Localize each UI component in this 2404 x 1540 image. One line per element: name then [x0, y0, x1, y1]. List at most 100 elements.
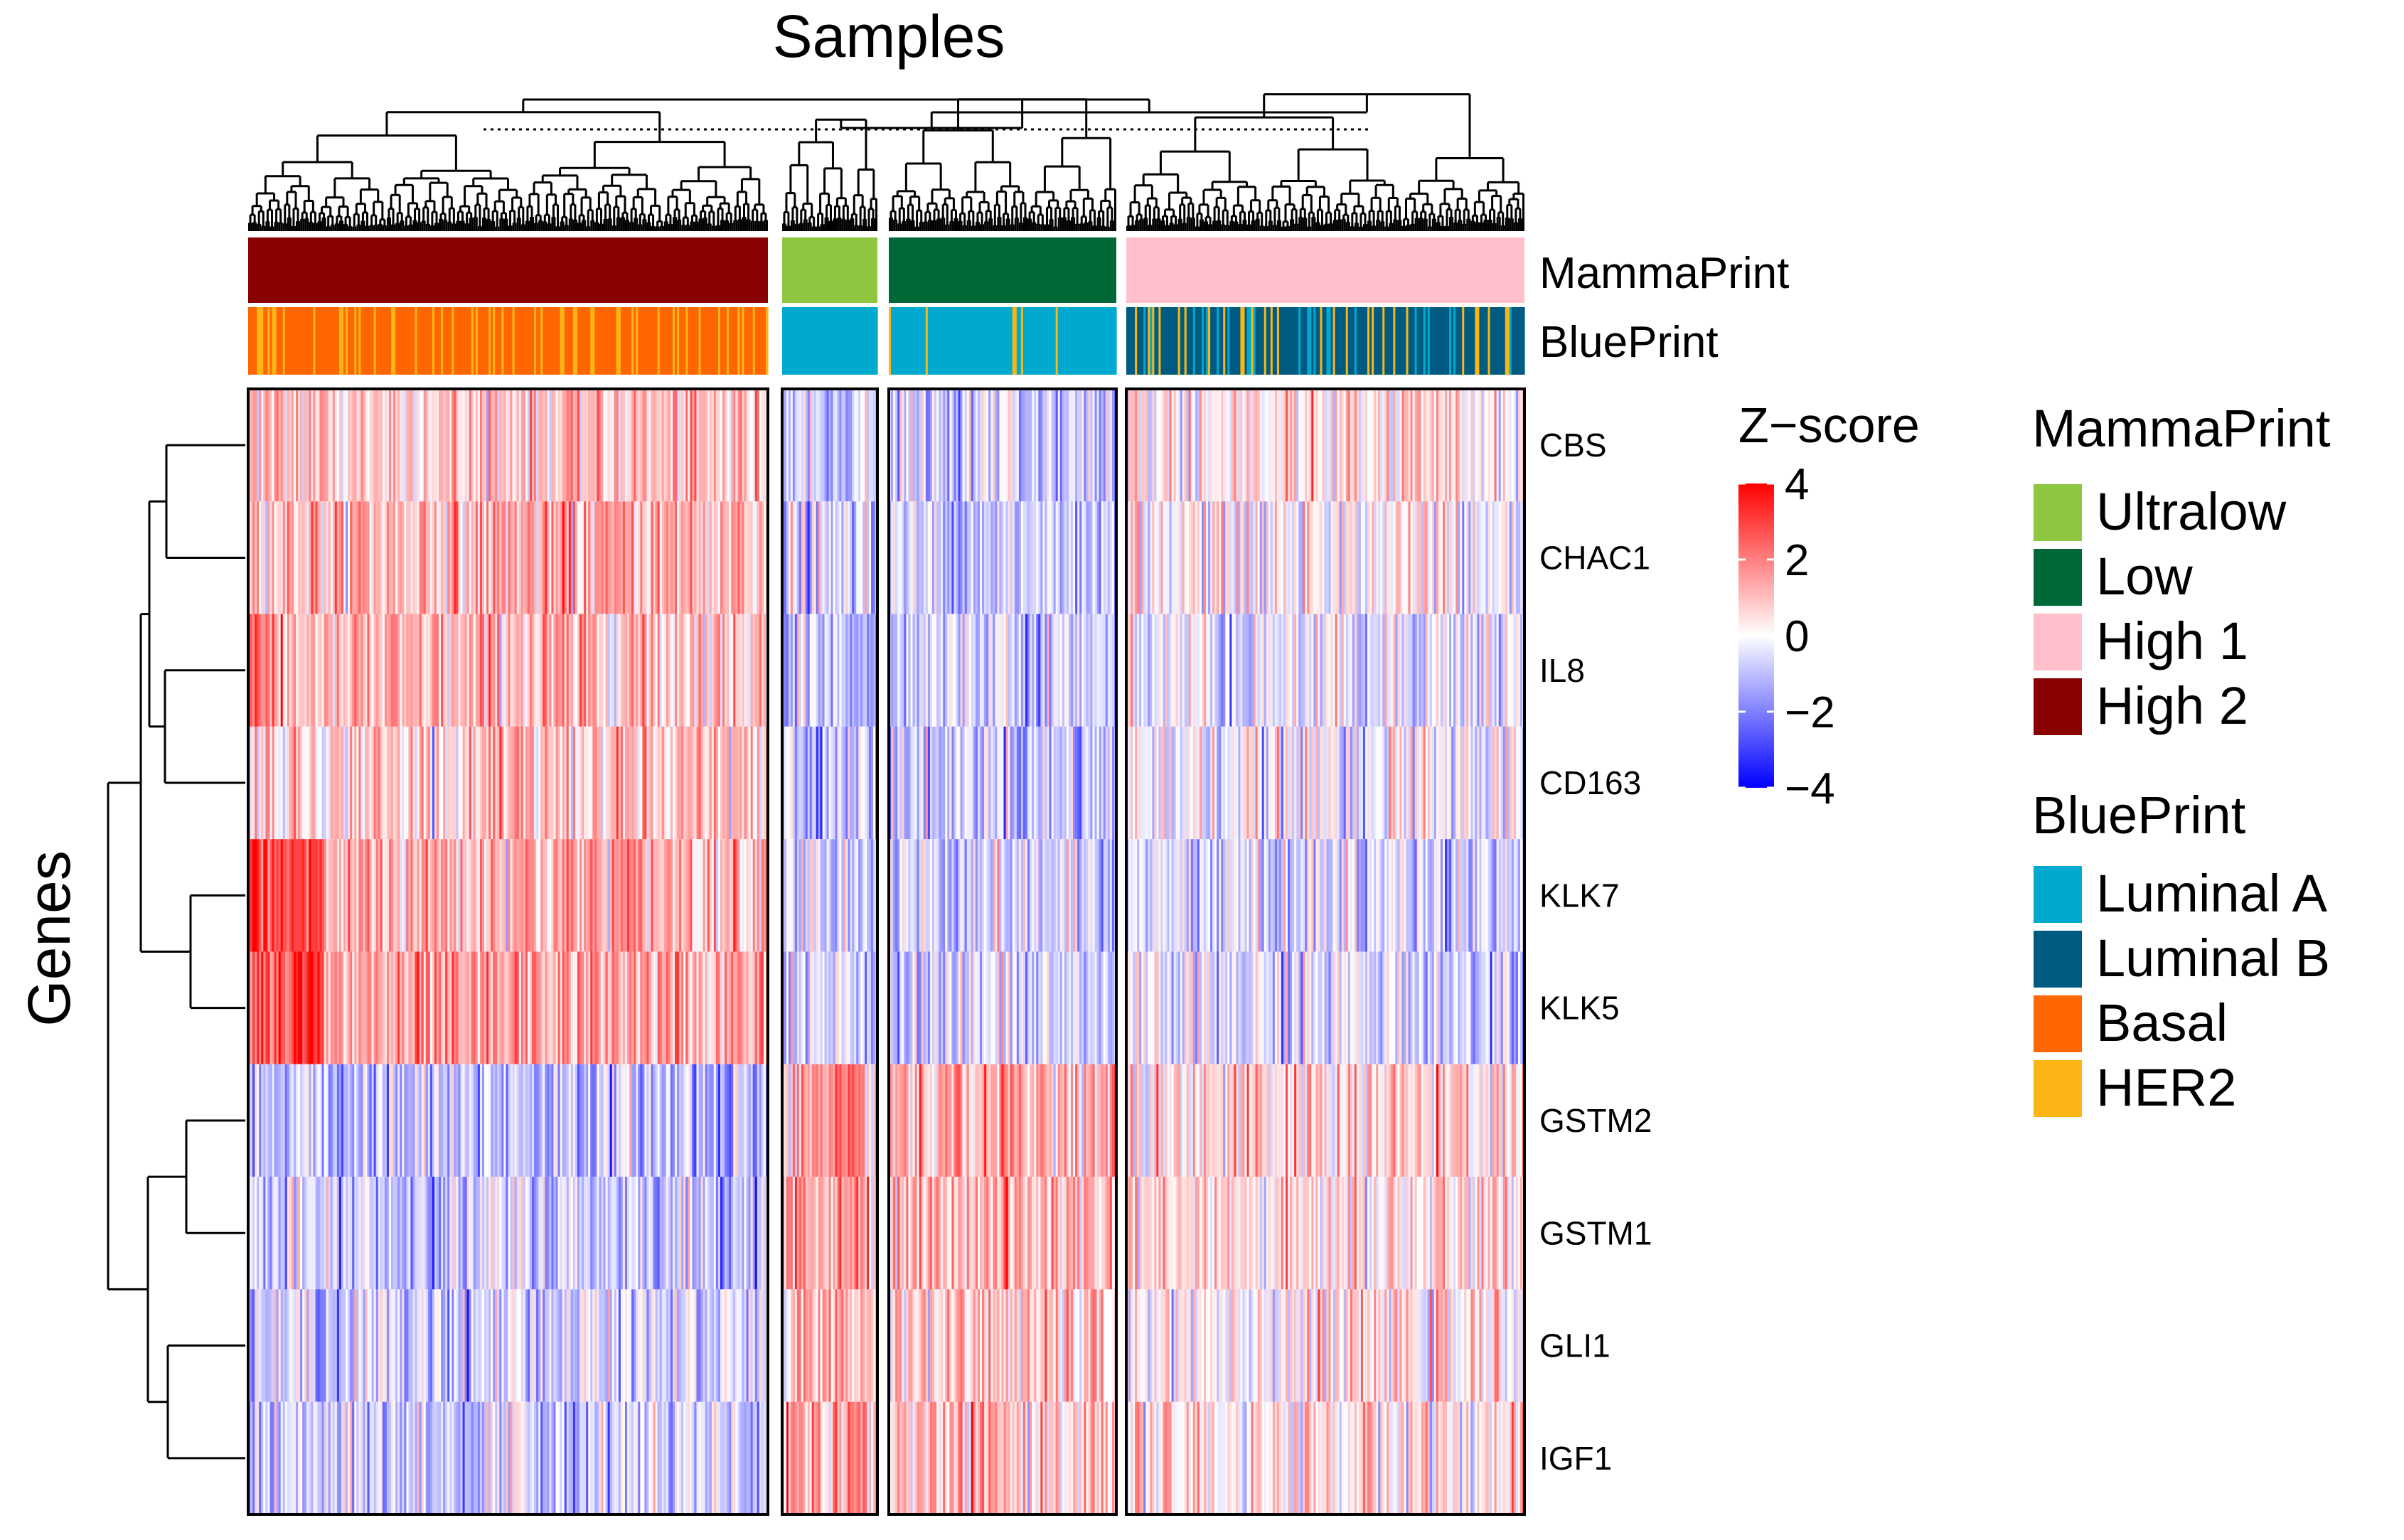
- heatmap-cell: [479, 1401, 483, 1514]
- heatmap-cell: [491, 1289, 493, 1402]
- heatmap-cell: [380, 389, 383, 502]
- heatmap-cell: [400, 1401, 402, 1514]
- heatmap-cell: [255, 501, 257, 614]
- blueprint-sample: [291, 307, 294, 375]
- heatmap-cell: [352, 389, 355, 502]
- heatmap-cell: [386, 1289, 390, 1402]
- heatmap-cell: [557, 951, 561, 1064]
- heatmap-cell: [309, 951, 311, 1064]
- blueprint-sample: [811, 307, 815, 375]
- heatmap-cell: [338, 951, 342, 1064]
- heatmap-cell: [518, 389, 522, 502]
- blueprint-sample: [1362, 307, 1366, 375]
- heatmap-cell: [454, 1177, 456, 1290]
- heatmap-cell: [432, 1401, 435, 1514]
- heatmap-cell: [586, 1289, 589, 1402]
- heatmap-cell: [564, 614, 567, 727]
- heatmap-cell: [611, 1064, 615, 1177]
- heatmap-cell: [369, 839, 373, 952]
- heatmap-cell: [369, 1064, 373, 1177]
- blueprint-sample: [852, 307, 855, 375]
- heatmap-cell: [501, 726, 505, 840]
- heatmap-cell: [648, 726, 652, 840]
- heatmap-cell: [512, 839, 515, 952]
- heatmap-cell: [278, 726, 282, 840]
- heatmap-cell: [616, 1289, 619, 1402]
- heatmap-cell: [638, 501, 641, 614]
- heatmap-cell: [529, 614, 533, 727]
- blueprint-sample: [794, 307, 798, 375]
- heatmap-cell: [375, 839, 379, 952]
- heatmap-cell: [603, 1401, 607, 1514]
- heatmap-cell: [796, 389, 800, 502]
- heatmap-cell: [499, 951, 502, 1064]
- heatmap-cell: [255, 1177, 257, 1290]
- heatmap-cell: [369, 501, 373, 614]
- blueprint-sample: [1051, 307, 1054, 375]
- heatmap-cell: [670, 839, 673, 952]
- heatmap-cell: [715, 726, 719, 840]
- heatmap-cell: [737, 1401, 741, 1514]
- blueprint-sample: [1145, 307, 1148, 375]
- heatmap-cell: [452, 389, 454, 502]
- heatmap-cell: [274, 501, 277, 614]
- heatmap-cell: [417, 389, 420, 502]
- blueprint-sample: [717, 307, 721, 375]
- heatmap-cell: [484, 1401, 487, 1514]
- heatmap-cell: [304, 1289, 307, 1402]
- heatmap-cell: [873, 501, 876, 614]
- heatmap-cell: [655, 1401, 658, 1514]
- heatmap-cell: [644, 1064, 648, 1177]
- heatmap-cell: [750, 1289, 754, 1402]
- heatmap-cell: [848, 726, 850, 840]
- heatmap-cell: [545, 1401, 547, 1514]
- blueprint-sample: [1208, 307, 1211, 375]
- heatmap-cell: [594, 614, 597, 727]
- heatmap-cell: [852, 389, 855, 502]
- blueprint-sample: [367, 307, 370, 375]
- blueprint-sample: [763, 307, 766, 375]
- blueprint-sample: [1384, 307, 1387, 375]
- heatmap-cell: [404, 1401, 407, 1514]
- heatmap-cell: [365, 389, 368, 502]
- heatmap-cell: [865, 614, 867, 727]
- heatmap-cell: [788, 389, 791, 502]
- blueprint-sample: [984, 307, 987, 375]
- heatmap-cell: [306, 1064, 309, 1177]
- blueprint-sample: [990, 307, 993, 375]
- blueprint-sample: [796, 307, 800, 375]
- heatmap-cell: [873, 389, 876, 502]
- heatmap-cell: [391, 839, 394, 952]
- blueprint-sample: [858, 307, 861, 375]
- heatmap-cell: [466, 951, 470, 1064]
- heatmap-cell: [816, 839, 819, 952]
- blueprint-sample: [925, 307, 929, 375]
- heatmap-cell: [449, 389, 452, 502]
- heatmap-cell: [363, 839, 366, 952]
- blueprint-sample: [1103, 307, 1106, 375]
- heatmap-cell: [729, 951, 732, 1064]
- heatmap-block-ultralow: [781, 387, 879, 1516]
- heatmap-cell: [354, 1177, 357, 1290]
- heatmap-cell: [744, 1289, 747, 1402]
- heatmap-cell: [378, 389, 381, 502]
- heatmap-cell: [309, 1401, 311, 1514]
- blueprint-sample: [1419, 307, 1422, 375]
- heatmap-cell: [752, 1064, 756, 1177]
- heatmap-cell: [582, 389, 584, 502]
- heatmap-cell: [415, 1401, 418, 1514]
- heatmap-cell: [382, 726, 385, 840]
- heatmap-cell: [326, 839, 329, 952]
- blueprint-sample: [713, 307, 717, 375]
- heatmap-cell: [837, 726, 840, 840]
- heatmap-cell: [715, 839, 719, 952]
- heatmap-cell: [601, 389, 604, 502]
- blueprint-sample: [865, 307, 867, 375]
- heatmap-cell: [255, 1401, 257, 1514]
- heatmap-cell: [441, 501, 444, 614]
- heatmap-cell: [869, 726, 872, 840]
- heatmap-cell: [458, 614, 461, 727]
- heatmap-cell: [296, 1289, 299, 1402]
- heatmap-cell: [801, 951, 804, 1064]
- heatmap-cell: [592, 1064, 595, 1177]
